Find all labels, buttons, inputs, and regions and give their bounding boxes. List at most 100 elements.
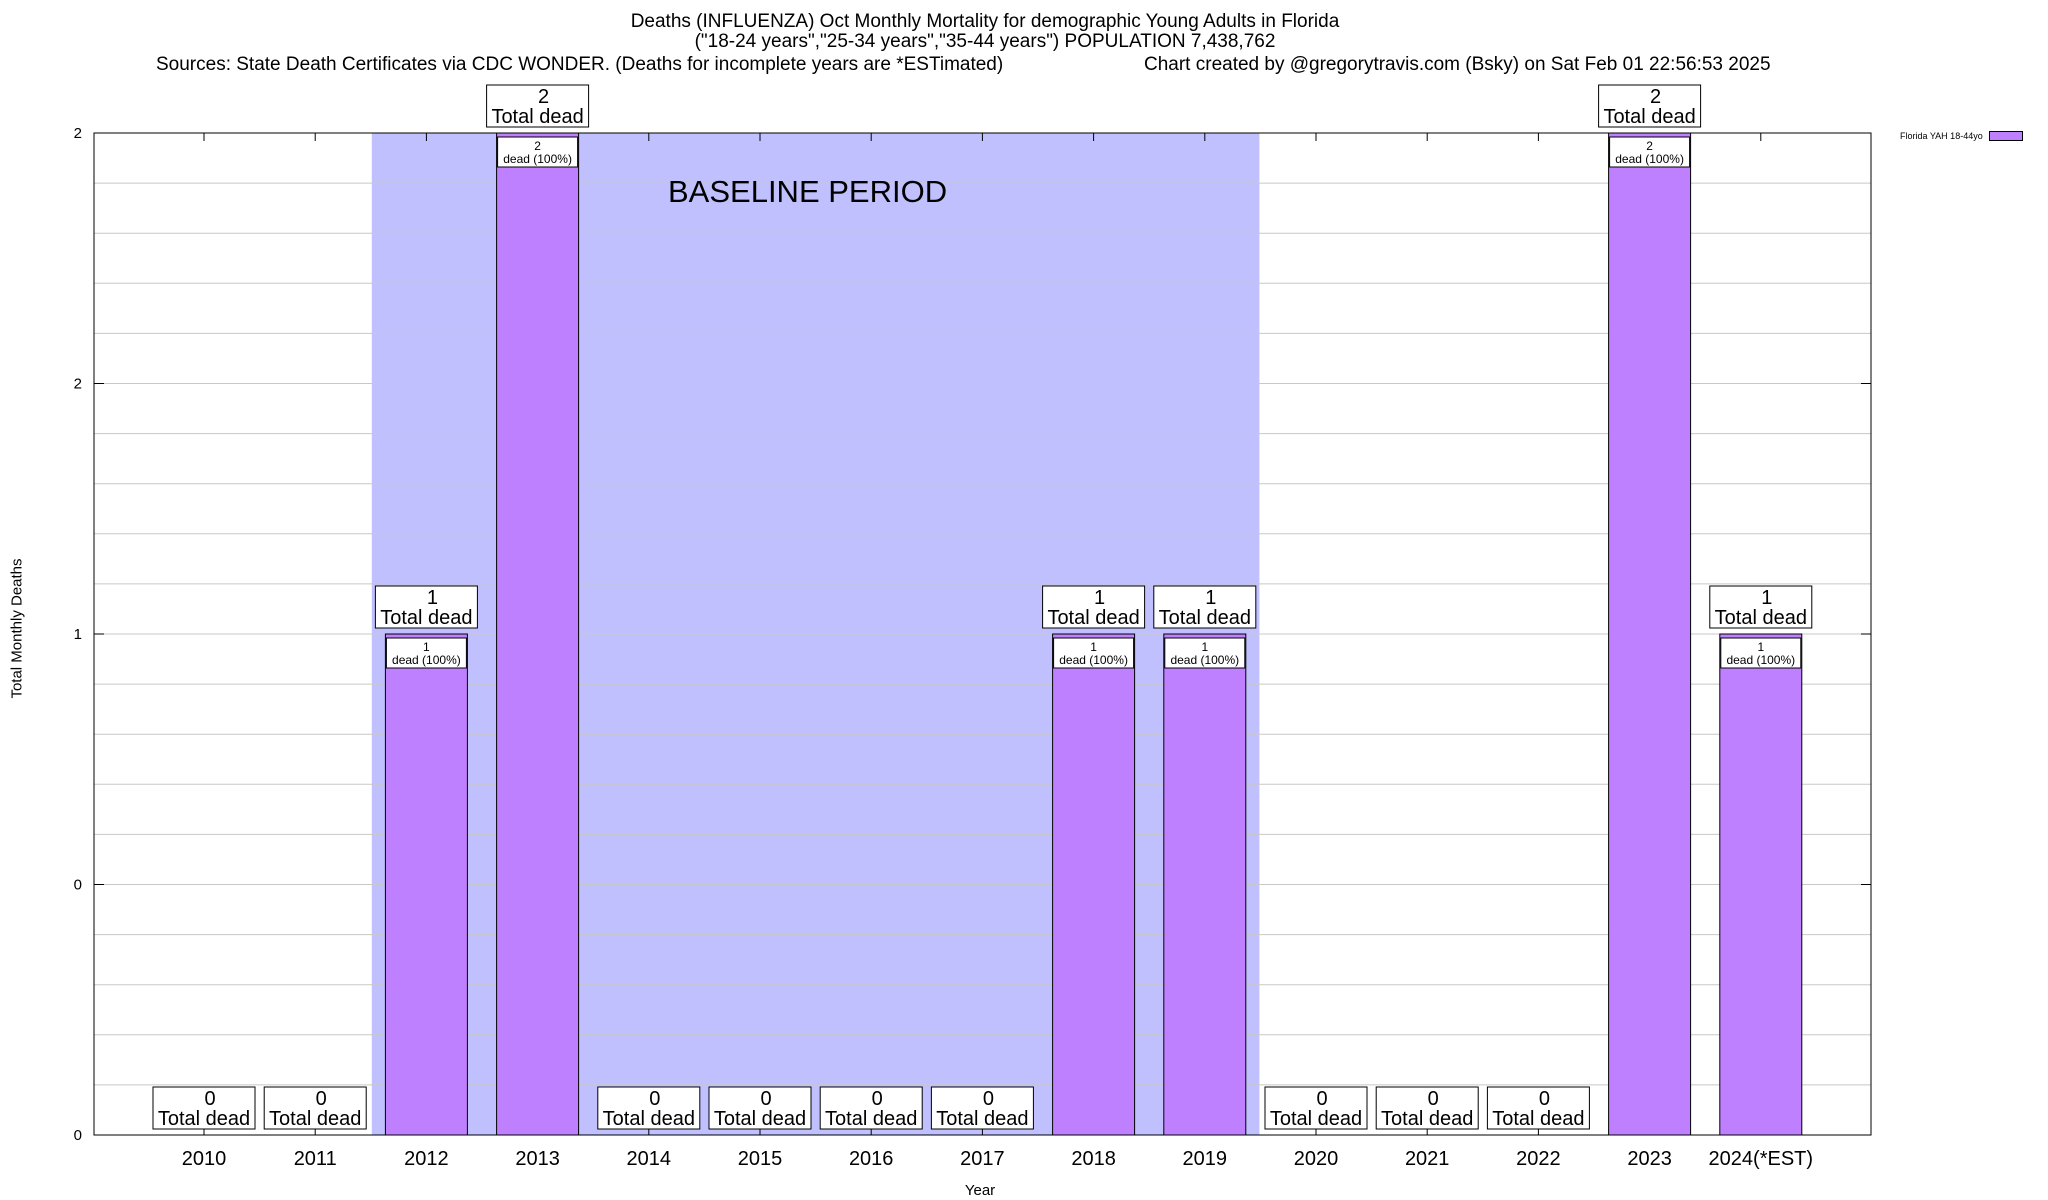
bar-total-label: Total dead [269, 1108, 361, 1130]
bar-inner-label: dead (100%) [1059, 653, 1128, 667]
bar-total-value: 0 [872, 1088, 883, 1110]
chart-credit: Chart created by @gregorytravis.com (Bsk… [1144, 54, 1771, 75]
bar-inner-count: 2 [1646, 139, 1653, 153]
bar-inner-count: 1 [423, 640, 430, 654]
bar-inner-label-box [1053, 637, 1135, 669]
bar-inner-label-box [1720, 637, 1802, 669]
legend-label: Florida YAH 18-44yo [1900, 131, 1983, 141]
bar-total-label-box [1153, 585, 1257, 629]
x-tick-label: 2014 [627, 1148, 672, 1170]
x-axis-label: Year [964, 1182, 996, 1199]
y-axis-label: Total Monthly Deaths [8, 558, 26, 699]
bar-total-value: 0 [760, 1088, 771, 1110]
y-tick-label: 1 [74, 626, 82, 643]
x-tick-label: 2016 [849, 1148, 894, 1170]
x-tick-label: 2020 [1294, 1148, 1339, 1170]
bar-total-value: 0 [1539, 1088, 1550, 1110]
bar-total-label-box [152, 1086, 256, 1130]
bar [1719, 633, 1803, 1136]
legend-swatch [1988, 131, 2023, 141]
bar-total-label-box [708, 1086, 812, 1130]
bar-total-label-box [486, 84, 590, 128]
bar-total-label-box [930, 1086, 1034, 1130]
plot-frame [93, 132, 1872, 1136]
bar-inner-count: 1 [1090, 640, 1097, 654]
bar-total-label-box [1042, 585, 1146, 629]
bar-total-label: Total dead [1492, 1108, 1584, 1130]
bar-total-label: Total dead [603, 1108, 695, 1130]
bar-total-label-box [819, 1086, 923, 1130]
bar [496, 132, 580, 1136]
bar-total-label: Total dead [936, 1108, 1028, 1130]
bar-inner-label-box [497, 136, 579, 168]
bar-total-value: 1 [1094, 587, 1105, 609]
bar-inner-label-box [1609, 136, 1691, 168]
bar-total-value: 1 [427, 587, 438, 609]
bar [1163, 633, 1247, 1136]
bar-inner-count: 2 [534, 139, 541, 153]
bar-inner-label: dead (100%) [1726, 653, 1795, 667]
bar-inner-count: 1 [1757, 640, 1764, 654]
bar-total-label: Total dead [158, 1108, 250, 1130]
y-tick-label: 0 [74, 877, 82, 894]
chart-title: Deaths (INFLUENZA) Oct Monthly Mortality… [0, 12, 1970, 52]
bar-total-label-box [1598, 84, 1702, 128]
x-tick-label: 2013 [515, 1148, 560, 1170]
chart-title-line-2: ("18-24 years","25-34 years","35-44 year… [694, 31, 1276, 52]
x-tick-label: 2015 [738, 1148, 783, 1170]
y-tick-label: 2 [74, 125, 82, 142]
bar-total-value: 2 [538, 86, 549, 108]
bar-inner-label: dead (100%) [1170, 653, 1239, 667]
bar-total-label: Total dead [1381, 1108, 1473, 1130]
bar-total-value: 0 [1316, 1088, 1327, 1110]
bar-inner-label-box [1164, 637, 1246, 669]
bar-total-label: Total dead [825, 1108, 917, 1130]
bar-total-value: 2 [1650, 86, 1661, 108]
y-tick-label: 2 [74, 376, 82, 393]
baseline-period-label: BASELINE PERIOD [668, 174, 948, 209]
bar-inner-label: dead (100%) [503, 152, 572, 166]
bar-total-value: 0 [204, 1088, 215, 1110]
x-tick-label: 2019 [1183, 1148, 1228, 1170]
x-tick-label: 2021 [1405, 1148, 1450, 1170]
x-tick-label: 2024(*EST) [1709, 1148, 1814, 1170]
bar-total-value: 0 [649, 1088, 660, 1110]
x-tick-label: 2018 [1071, 1148, 1116, 1170]
bar-total-value: 1 [1761, 587, 1772, 609]
bar-total-label: Total dead [380, 607, 472, 629]
bar-total-label: Total dead [1159, 607, 1251, 629]
bar-total-label: Total dead [1715, 607, 1807, 629]
bar-total-label-box [1375, 1086, 1479, 1130]
bar-total-label-box [1709, 585, 1813, 629]
bar-total-label: Total dead [714, 1108, 806, 1130]
bar [384, 633, 468, 1136]
bar-total-value: 0 [316, 1088, 327, 1110]
bar [1608, 132, 1692, 1136]
bar-total-label: Total dead [1047, 607, 1139, 629]
bar-inner-count: 1 [1201, 640, 1208, 654]
bar-total-value: 0 [1428, 1088, 1439, 1110]
bar-total-value: 1 [1205, 587, 1216, 609]
x-tick-label: 2011 [294, 1148, 337, 1170]
bar [1052, 633, 1136, 1136]
bar-inner-label: dead (100%) [392, 653, 461, 667]
bar-total-label: Total dead [491, 106, 583, 128]
bar-total-label-box [374, 585, 478, 629]
bar-total-label: Total dead [1603, 106, 1695, 128]
x-tick-label: 2012 [404, 1148, 449, 1170]
x-tick-label: 2022 [1516, 1148, 1561, 1170]
chart-title-line-1: Deaths (INFLUENZA) Oct Monthly Mortality… [630, 11, 1340, 32]
bar-inner-label: dead (100%) [1615, 152, 1684, 166]
bar-total-value: 0 [983, 1088, 994, 1110]
bar-total-label: Total dead [1270, 1108, 1362, 1130]
legend: Florida YAH 18-44yo [1900, 131, 2023, 141]
x-tick-label: 2017 [960, 1148, 1005, 1170]
bar-inner-label-box [385, 637, 467, 669]
x-tick-label: 2023 [1627, 1148, 1672, 1170]
chart-sources: Sources: State Death Certificates via CD… [156, 54, 1004, 75]
y-tick-label: 0 [74, 1127, 82, 1144]
bar-total-label-box [1486, 1086, 1590, 1130]
bar-total-label-box [1264, 1086, 1368, 1130]
bar-total-label-box [597, 1086, 701, 1130]
